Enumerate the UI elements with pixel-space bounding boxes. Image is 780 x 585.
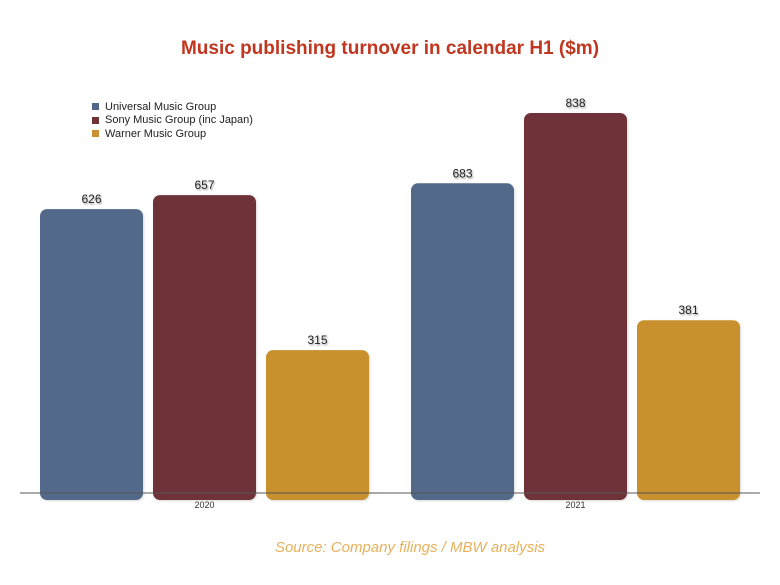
bars-layer bbox=[40, 113, 740, 501]
legend-item-sony: Sony Music Group (inc Japan) bbox=[92, 114, 253, 128]
data-label-warner-music-group-2020: 315 bbox=[307, 333, 327, 347]
legend-swatch-universal bbox=[92, 103, 99, 111]
data-label-sony-music-group-inc-japan-2021: 838 bbox=[565, 96, 585, 110]
data-label-warner-music-group-2021: 381 bbox=[678, 303, 698, 317]
x-tick-label-2020: 2020 bbox=[194, 500, 214, 510]
data-label-sony-music-group-inc-japan-2020: 657 bbox=[194, 178, 214, 192]
legend-swatch-sony bbox=[92, 116, 99, 124]
legend-item-universal: Universal Music Group bbox=[92, 100, 253, 114]
x-tick-label-2021: 2021 bbox=[565, 500, 585, 510]
bar-warner-music-group-2020 bbox=[266, 350, 369, 500]
chart-title: Music publishing turnover in calendar H1… bbox=[180, 38, 600, 59]
bar-sony-music-group-inc-japan-2021 bbox=[524, 113, 627, 500]
data-label-universal-music-group-2020: 626 bbox=[81, 192, 101, 206]
source-note: Source: Company filings / MBW analysis bbox=[274, 539, 546, 556]
legend-label-warner: Warner Music Group bbox=[105, 127, 207, 140]
bar-universal-music-group-2021 bbox=[411, 183, 514, 501]
legend-item-warner: Warner Music Group bbox=[92, 127, 253, 141]
bar-warner-music-group-2021 bbox=[637, 320, 740, 500]
legend-swatch-warner bbox=[92, 130, 99, 138]
bar-sony-music-group-inc-japan-2020 bbox=[153, 195, 256, 501]
legend: Universal Music Group Sony Music Group (… bbox=[92, 100, 253, 141]
data-label-universal-music-group-2021: 683 bbox=[452, 166, 472, 180]
legend-label-universal: Universal Music Group bbox=[105, 100, 217, 113]
bar-universal-music-group-2020 bbox=[40, 209, 143, 500]
labels-layer: 626 657 315 2020 683 838 381 2021 bbox=[81, 96, 698, 510]
legend-label-sony: Sony Music Group (inc Japan) bbox=[105, 114, 253, 127]
